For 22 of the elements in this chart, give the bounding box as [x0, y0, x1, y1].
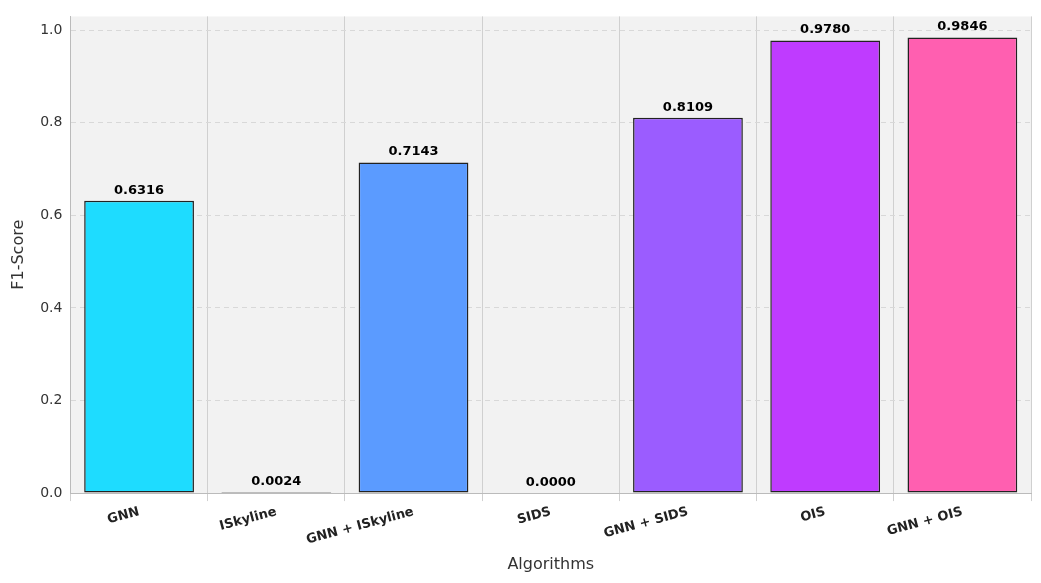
x-tick-label: OIS — [798, 503, 827, 525]
x-tick-label: ISkyline — [217, 503, 279, 533]
y-tick-label: 0.4 — [40, 298, 63, 315]
x-tick-label: GNN + ISkyline — [304, 503, 416, 547]
y-tick-label: 0.0 — [40, 483, 63, 500]
data-label: 0.9846 — [937, 18, 988, 34]
x-tick-label: GNN + OIS — [885, 503, 965, 538]
x-tick-label: GNN — [105, 503, 141, 527]
data-label: 0.0024 — [251, 472, 302, 488]
y-axis-title: F1-Score — [7, 219, 27, 290]
data-label: 0.7143 — [388, 143, 439, 159]
y-tick-label: 0.6 — [40, 206, 63, 223]
y-tick-label: 0.8 — [40, 113, 63, 130]
x-tick-label: SIDS — [515, 503, 553, 527]
data-label: 0.0000 — [525, 473, 576, 489]
y-tick-label: 1.0 — [40, 20, 63, 37]
data-label: 0.6316 — [113, 181, 165, 197]
y-tick-label: 0.2 — [40, 391, 63, 408]
x-tick-label: GNN + SIDS — [601, 503, 690, 541]
data-label: 0.8109 — [662, 98, 714, 114]
data-label: 0.9780 — [800, 21, 851, 37]
x-axis-title: Algorithms — [507, 553, 595, 573]
